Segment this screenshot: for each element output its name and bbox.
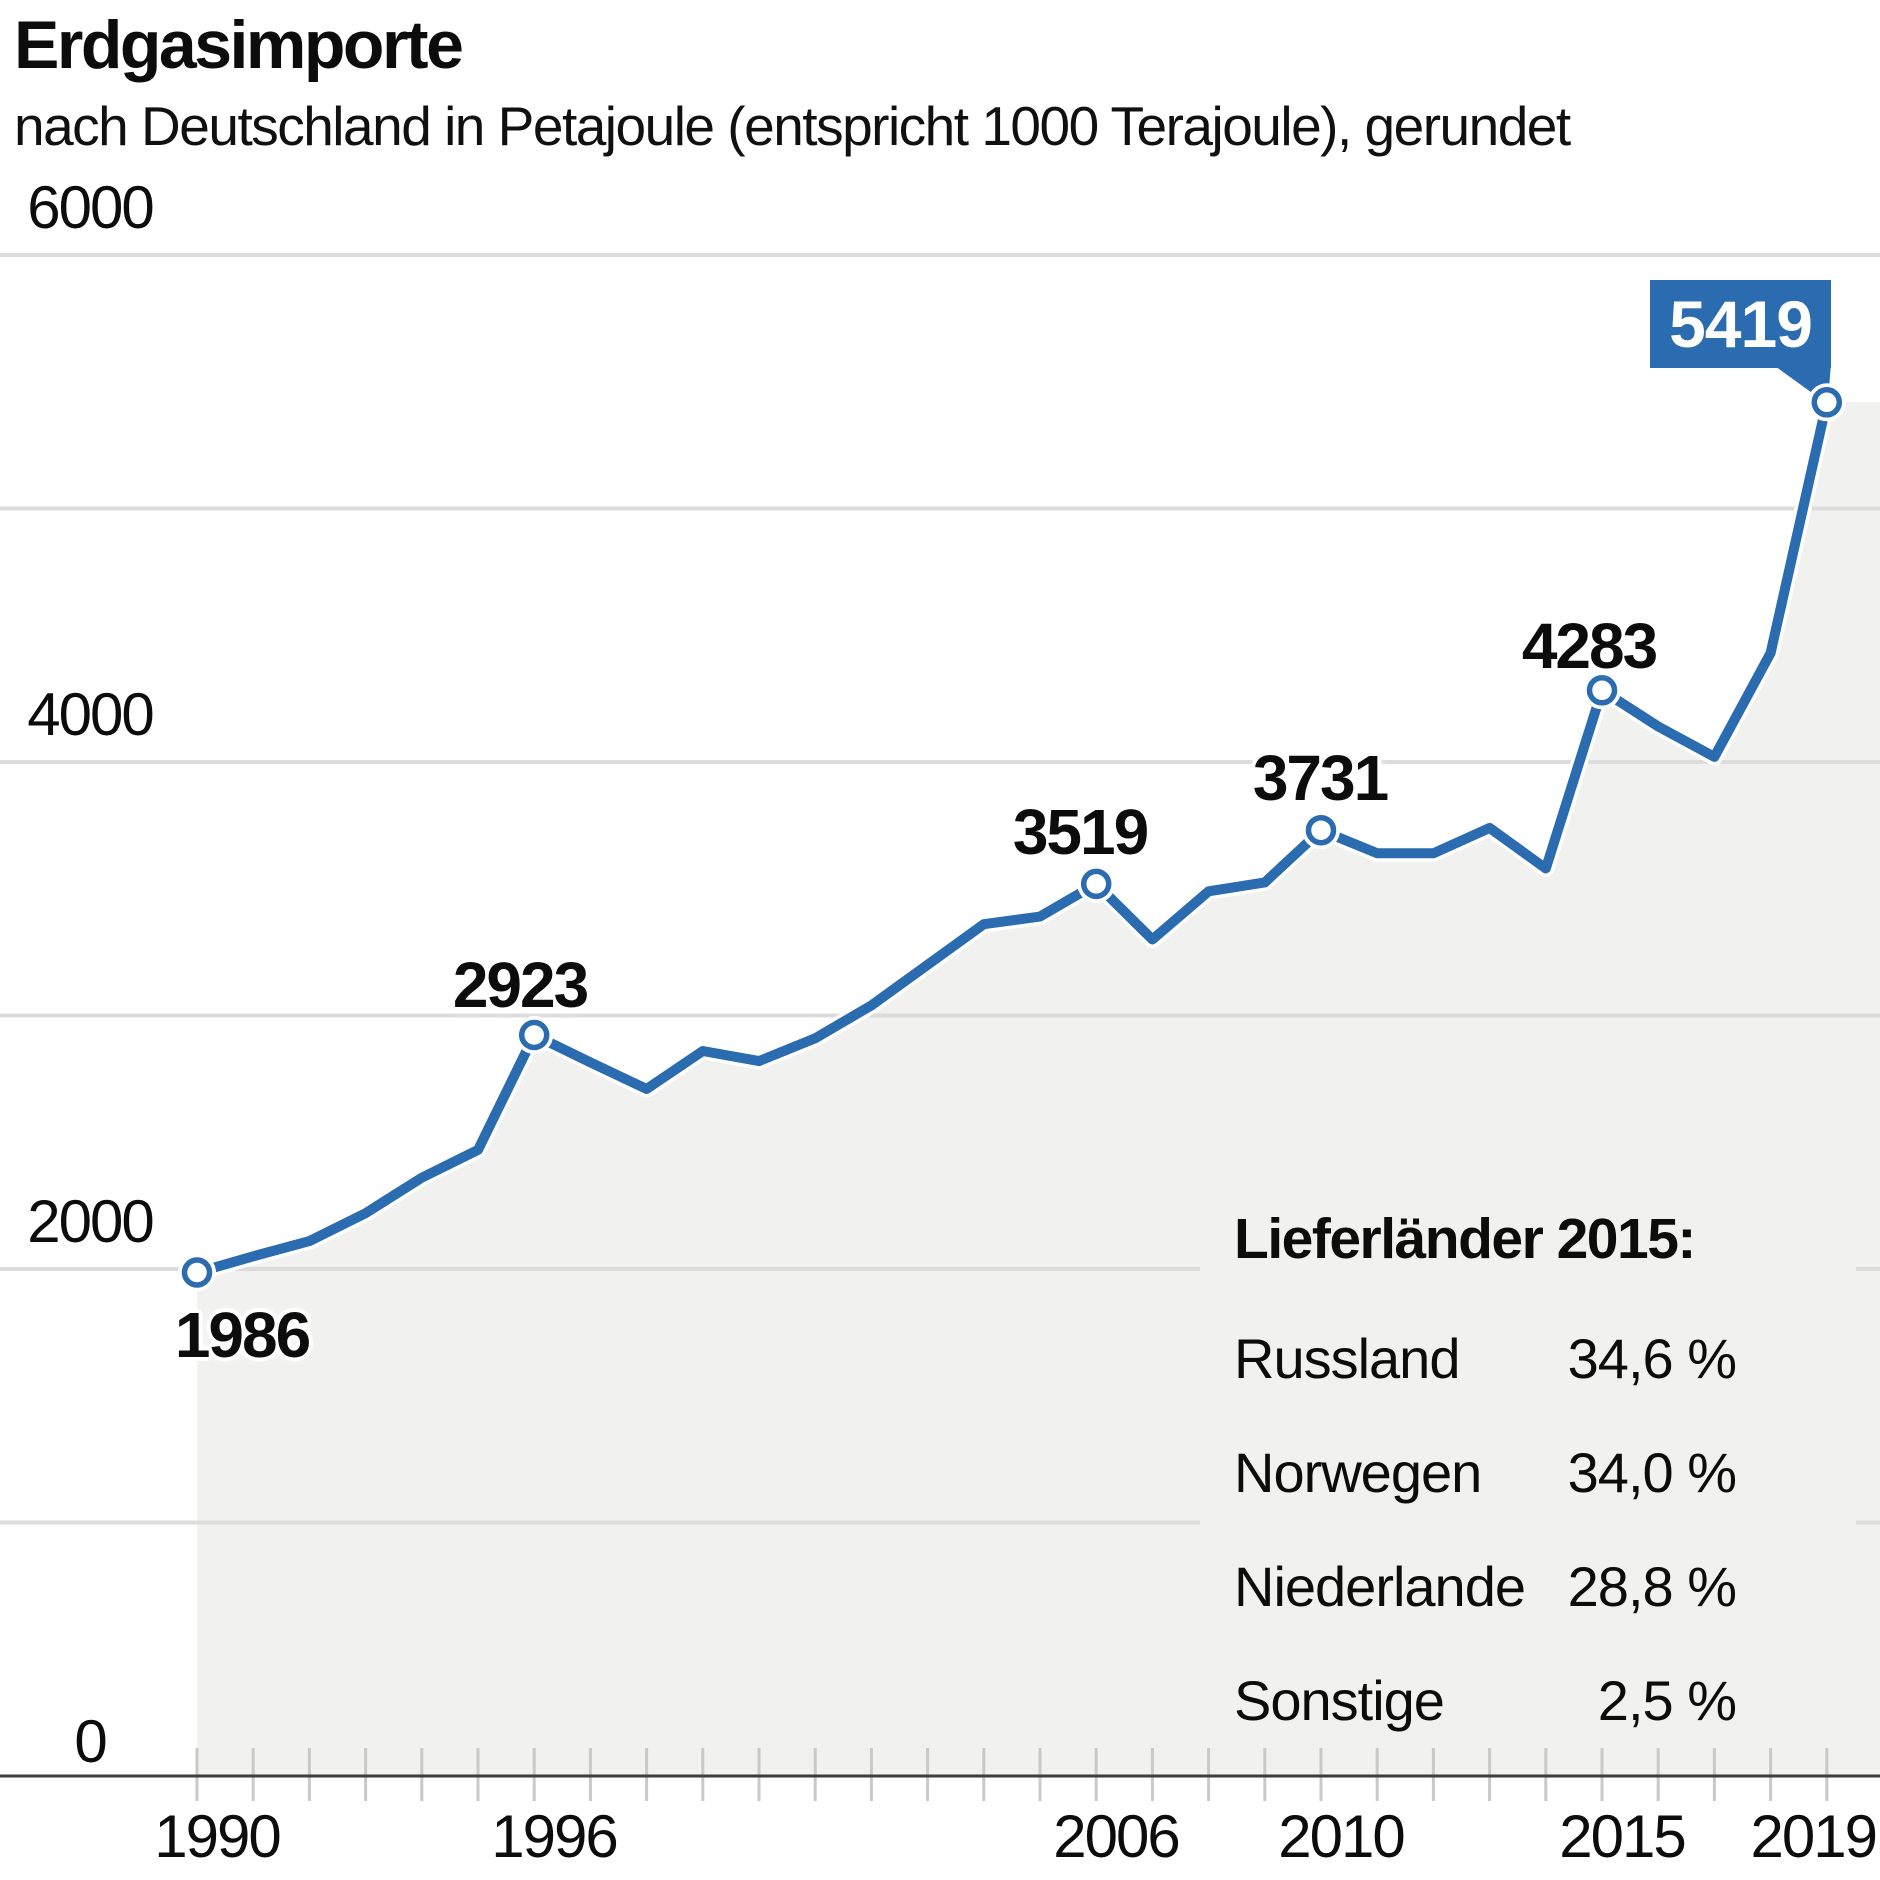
legend-country: Russland [1234,1327,1460,1390]
value-label-2015: 4283 [1521,610,1658,682]
legend-rows: Russland 34,6 % Norwegen 34,0 % Niederlande 2… [1234,1328,1856,1732]
y-axis-label-4000: 4000 [27,681,154,748]
value-callout: 5419 [1650,280,1831,368]
data-marker [181,1257,213,1288]
legend-row-norwegen: Norwegen 34,0 % [1234,1441,1737,1504]
x-axis-label-1996: 1996 [491,1803,618,1870]
legend-row-russland: Russland 34,6 % [1234,1327,1737,1390]
y-axis-label-0: 0 [74,1708,107,1775]
x-axis-label-2010: 2010 [1278,1803,1405,1870]
y-axis-label-2000: 2000 [27,1188,154,1255]
x-axis-label-1990: 1990 [154,1803,281,1870]
chart-title: Erdgasimporte [14,7,464,83]
value-label-1990: 1986 [174,1299,311,1371]
legend-share: 34,0 % [1567,1441,1737,1504]
legend-country: Norwegen [1234,1441,1482,1504]
data-marker [1305,814,1337,846]
chart-subtitle: nach Deutschland in Petajoule (entsprich… [14,95,1571,157]
legend-share: 2,5 % [1597,1669,1737,1732]
value-label-2006: 3519 [1012,796,1149,868]
x-axis-label-2019: 2019 [1750,1803,1878,1870]
legend-share: 34,6 % [1567,1327,1737,1390]
legend-country: Niederlande [1234,1555,1526,1618]
legend-row-sonstige: Sonstige 2,5 % [1234,1669,1737,1732]
legend-title: Lieferländer 2015: [1234,1207,1696,1271]
y-axis-label-6000: 6000 [27,174,154,241]
legend-country: Sonstige [1234,1669,1445,1732]
data-marker [1811,387,1843,418]
value-label-2010: 3731 [1252,742,1389,814]
data-line [192,397,1832,1278]
data-marker [518,1019,550,1051]
supplier-legend: Lieferländer 2015: Russland 34,6 % Norwege… [1200,1188,1856,1748]
x-axis-label-2006: 2006 [1053,1803,1180,1870]
value-label-1996: 2923 [452,949,589,1021]
legend-share: 28,8 % [1567,1555,1737,1618]
data-marker [1586,675,1618,706]
x-axis-label-2015: 2015 [1559,1803,1686,1870]
data-marker [1080,868,1112,900]
legend-row-niederlande: Niederlande 28,8 % [1234,1555,1737,1618]
